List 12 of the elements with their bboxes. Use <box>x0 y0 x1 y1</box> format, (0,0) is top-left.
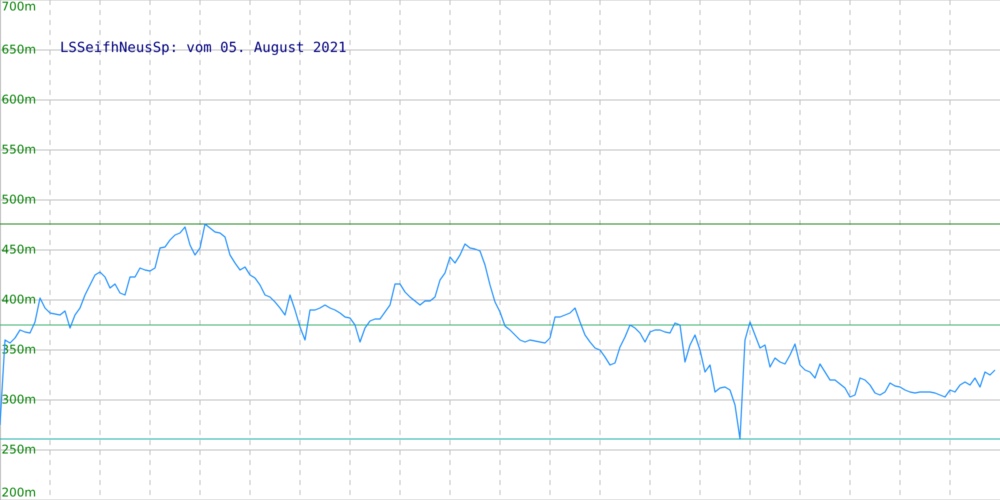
y-tick-label: 450m <box>2 242 36 256</box>
y-tick-label: 650m <box>2 42 36 56</box>
y-tick-label: 200m <box>2 485 36 500</box>
y-tick-label: 550m <box>2 142 36 156</box>
y-tick-label: 400m <box>2 292 36 306</box>
y-tick-label: 300m <box>2 392 36 406</box>
y-tick-label: 700m <box>2 0 36 14</box>
y-tick-label: 250m <box>2 442 36 456</box>
line-series <box>0 223 996 440</box>
text: LSSeifhNeusSp: vom 05. August 2021 <box>60 40 347 56</box>
y-tick-label: 500m <box>2 192 36 206</box>
y-tick-label: 600m <box>2 92 36 106</box>
